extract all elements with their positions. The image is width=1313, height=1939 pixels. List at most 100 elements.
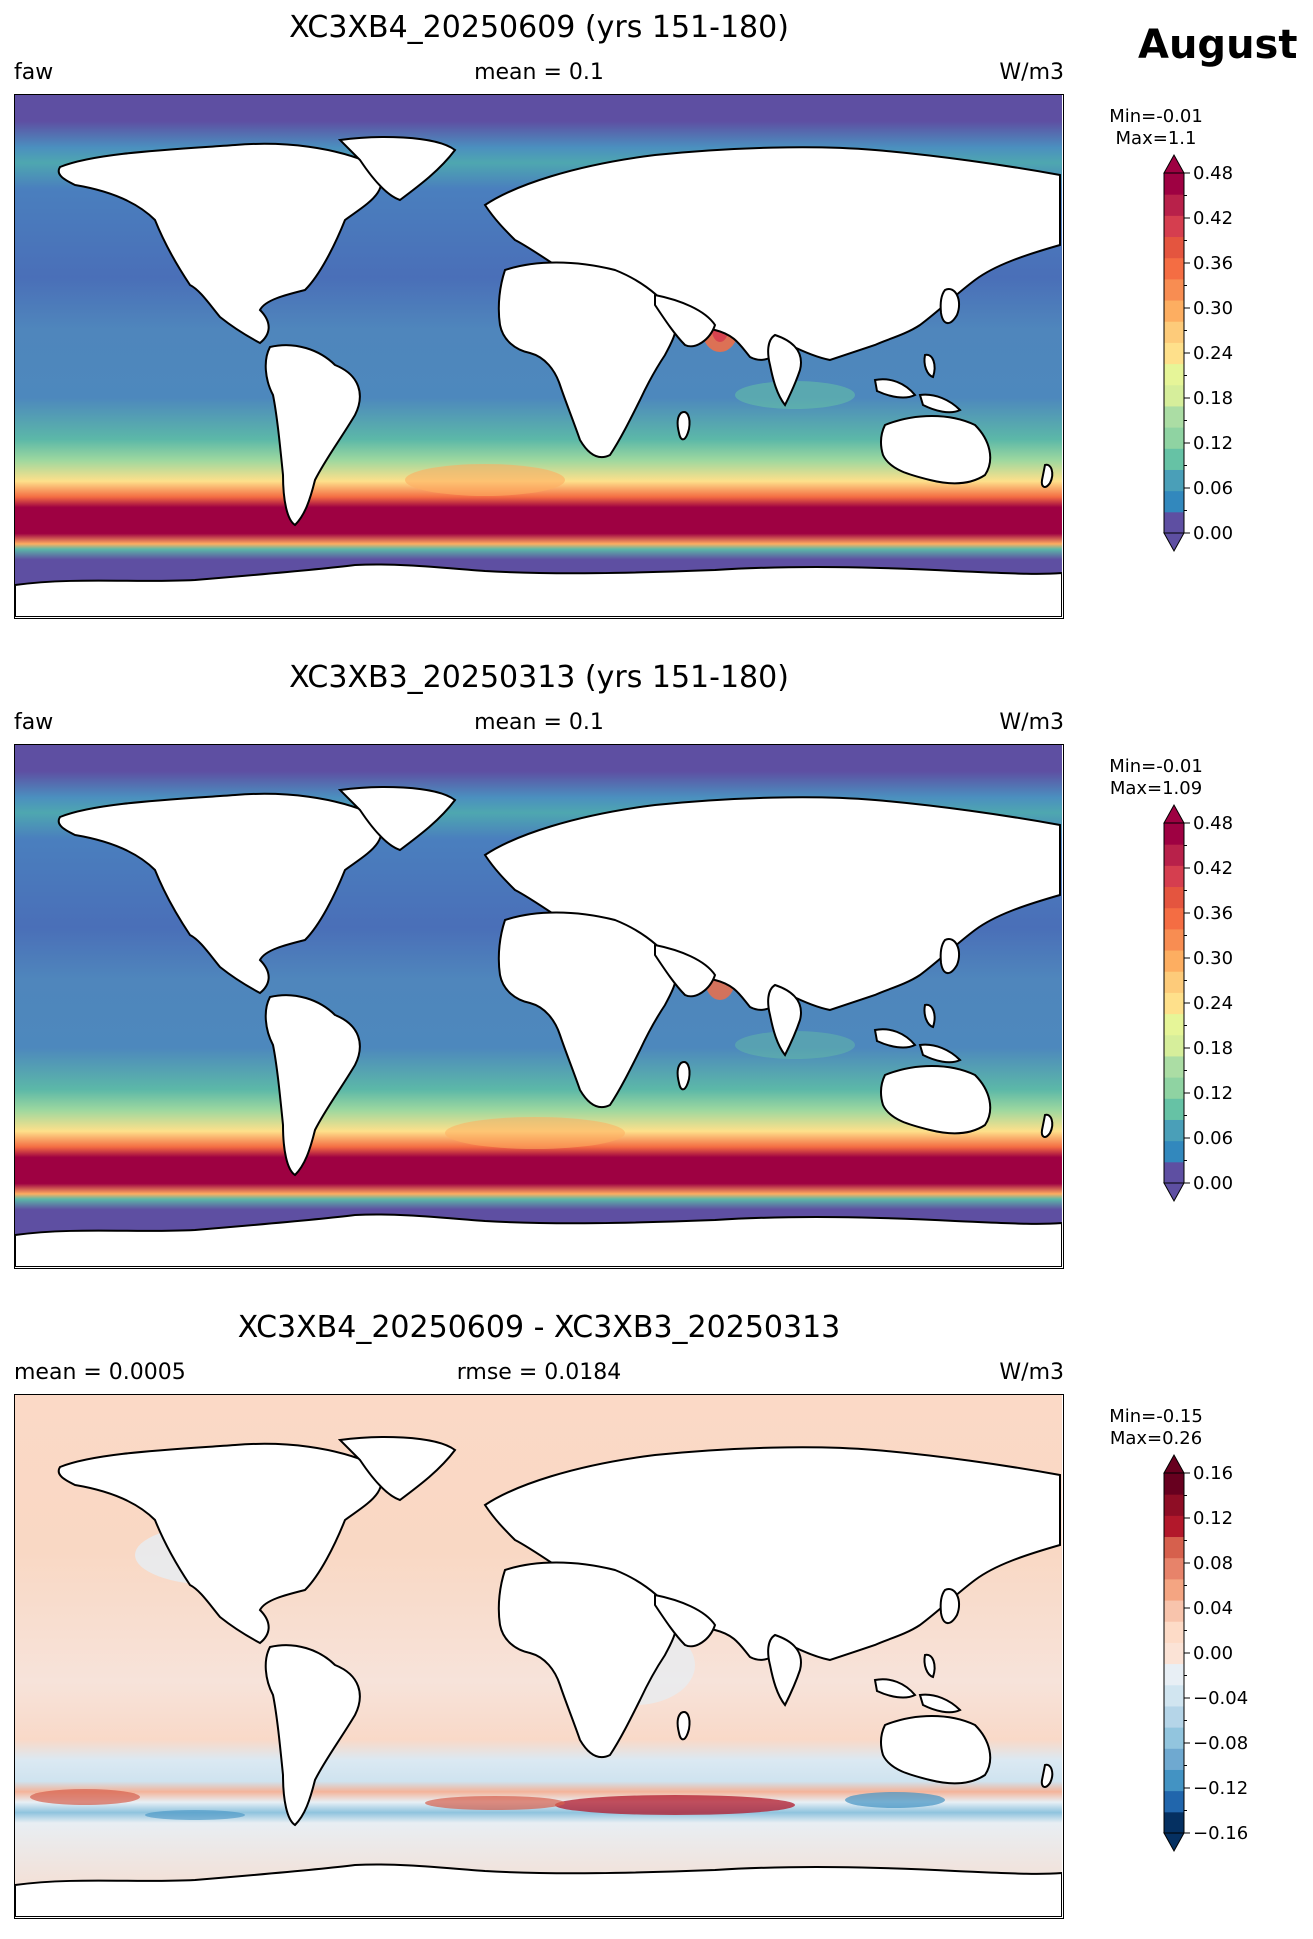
colorbar-band [1164,278,1184,301]
colorbar-tick-label: 0.42 [1193,858,1233,879]
panel-3-rmse: rmse = 0.0184 [456,1360,622,1385]
colorbar-band [1164,1119,1184,1142]
colorbar-band [1164,1600,1184,1622]
colorbar-band [1164,1161,1184,1184]
colorbar-tick-label: 0.06 [1193,1128,1233,1149]
panel-2-units: W/m3 [999,710,1064,735]
colorbar-band [1164,1515,1184,1538]
colorbar-tick-label: 0.30 [1193,948,1233,969]
colorbar-tick-label: −0.16 [1193,1823,1248,1844]
colorbar-tick-label: −0.12 [1193,1778,1248,1799]
colorbar-band [1164,490,1184,513]
panel-2-max: Max=1.09 [1109,778,1203,799]
colorbar-band [1164,448,1184,470]
colorbar-band [1164,823,1184,845]
colorbar-band [1164,907,1184,930]
colorbar-band [1164,1077,1184,1099]
colorbar-band [1164,194,1184,216]
colorbar-tick-label: 0.12 [1193,1083,1233,1104]
panel-1-colorbar: 0.00 0.06 0.12 0.18 0.24 0.30 0.36 0.42 0.48 [1148,153,1268,555]
colorbar-band [1164,1013,1184,1036]
colorbar-tick-label: 0.30 [1193,298,1233,319]
colorbar-tick-label: 0.12 [1193,1508,1233,1529]
colorbar-tick-label: 0.06 [1193,478,1233,499]
panel-1-map-svg [15,95,1062,617]
colorbar-band [1164,1578,1184,1601]
colorbar-tick-label: 0.00 [1193,523,1233,544]
month-label: August [1138,22,1298,68]
colorbar-tick-label: 0.12 [1193,433,1233,454]
colorbar-band [1164,300,1184,322]
colorbar-band [1164,1034,1184,1057]
panel-1-min: Min=-0.01 [1109,106,1203,127]
colorbar-tick-label: 0.36 [1193,253,1233,274]
colorbar-band [1164,257,1184,280]
panel-1-mean: mean = 0.1 [474,60,604,85]
panel-3-units: W/m3 [999,1360,1064,1385]
colorbar-extend-max [1163,153,1185,174]
colorbar-tick-label: 0.48 [1193,813,1233,834]
panel-2-map-svg [15,745,1062,1267]
colorbar-band [1164,1684,1184,1707]
colorbar-band [1164,1663,1184,1686]
colorbar-band [1164,1098,1184,1120]
panel-3-min: Min=-0.15 [1109,1406,1203,1427]
colorbar-band [1164,1790,1184,1813]
panel-1-map [14,94,1064,619]
panel-2-map [14,744,1064,1269]
panel-3-colorbar: −0.16 −0.12 −0.08 −0.04 0.00 0.04 0.08 0.12 0.16 [1148,1453,1268,1855]
colorbar-band [1164,405,1184,428]
panel-2-title: XC3XB3_20250313 (yrs 151-180) [289,660,789,695]
colorbar-tick-label: 0.48 [1193,163,1233,184]
colorbar-band [1164,886,1184,909]
colorbar-band [1164,342,1184,365]
colorbar-band [1164,363,1184,386]
panel-3-map-svg [15,1395,1062,1917]
panel-3-map [14,1394,1064,1919]
colorbar-tick-label: 0.04 [1193,1598,1233,1619]
colorbar-band [1164,1811,1184,1834]
colorbar-band [1164,928,1184,951]
colorbar-band [1164,236,1184,259]
panel-1-title: XC3XB4_20250609 (yrs 151-180) [289,10,789,45]
colorbar-extend-min [1163,1832,1185,1853]
panel-1-units: W/m3 [999,60,1064,85]
colorbar-band [1164,1705,1184,1728]
colorbar-tick-label: 0.00 [1193,1173,1233,1194]
colorbar-band [1164,971,1184,993]
panel-3-mean: mean = 0.0005 [14,1360,186,1385]
panel-2-min: Min=-0.01 [1109,756,1203,777]
panel-1-variable: faw [14,60,54,85]
panel-3-max: Max=0.26 [1109,1428,1203,1449]
colorbar-band [1164,1769,1184,1792]
colorbar-band [1164,844,1184,866]
colorbar-tick-label: 0.24 [1193,343,1233,364]
colorbar-tick-label: 0.24 [1193,993,1233,1014]
colorbar-band [1164,384,1184,407]
colorbar-extend-max [1163,803,1185,824]
colorbar-tick-label: −0.08 [1193,1733,1248,1754]
colorbar-tick-label: 0.08 [1193,1553,1233,1574]
colorbar-tick-label: −0.04 [1193,1688,1248,1709]
panel-2-mean: mean = 0.1 [474,710,604,735]
colorbar-band [1164,321,1184,343]
colorbar-band [1164,1055,1184,1078]
colorbar-tick-label: 0.18 [1193,388,1233,409]
colorbar-band [1164,865,1184,888]
panel-2-variable: faw [14,710,54,735]
colorbar-band [1164,1536,1184,1559]
colorbar-band [1164,992,1184,1015]
colorbar-tick-label: 0.18 [1193,1038,1233,1059]
colorbar-band [1164,1473,1184,1495]
panel-2-colorbar: 0.00 0.06 0.12 0.18 0.24 0.30 0.36 0.42 0.48 [1148,803,1268,1205]
colorbar-extend-min [1163,1182,1185,1203]
colorbar-band [1164,1642,1184,1665]
colorbar-band [1164,1140,1184,1163]
colorbar-band [1164,215,1184,238]
colorbar-band [1164,950,1184,972]
colorbar-extend-max [1163,1453,1185,1474]
colorbar-band [1164,173,1184,195]
colorbar-band [1164,1727,1184,1749]
colorbar-band [1164,427,1184,449]
colorbar-tick-label: 0.42 [1193,208,1233,229]
